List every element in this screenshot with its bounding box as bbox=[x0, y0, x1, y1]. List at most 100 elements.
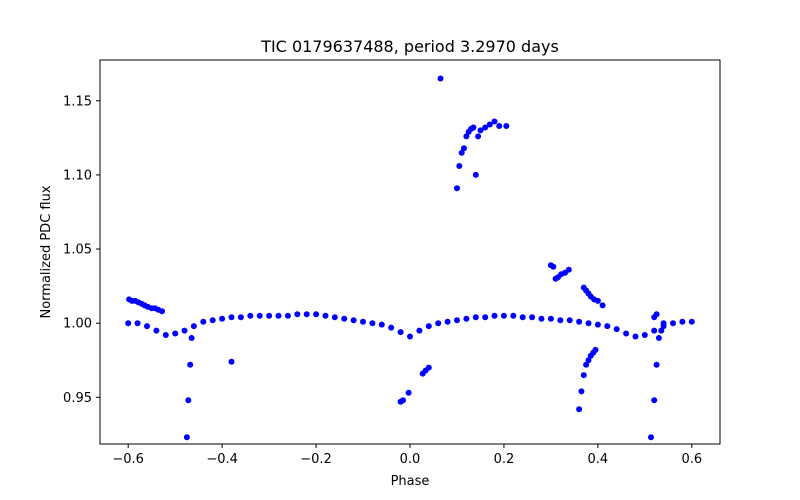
data-point bbox=[458, 149, 465, 156]
data-point bbox=[407, 333, 413, 340]
data-point bbox=[187, 361, 194, 368]
data-point bbox=[472, 314, 479, 321]
data-point bbox=[592, 346, 599, 353]
data-point bbox=[585, 357, 592, 364]
data-point bbox=[658, 327, 665, 334]
data-point bbox=[651, 327, 658, 334]
y-tick-label: 1.00 bbox=[63, 317, 92, 332]
y-axis-ticks: 0.95 1.00 1.05 1.10 1.15 bbox=[63, 94, 100, 406]
data-point bbox=[470, 124, 477, 131]
data-point bbox=[623, 330, 630, 337]
data-point bbox=[472, 171, 479, 178]
data-point bbox=[183, 434, 190, 441]
y-tick-label: 1.15 bbox=[63, 94, 92, 109]
x-tick-label: 0.6 bbox=[681, 452, 702, 467]
data-point bbox=[190, 323, 197, 330]
data-point bbox=[486, 121, 493, 128]
data-point bbox=[538, 315, 545, 322]
data-point bbox=[670, 320, 676, 327]
data-point bbox=[500, 312, 507, 319]
x-tick-label: 0.0 bbox=[400, 452, 421, 467]
data-point bbox=[350, 317, 357, 324]
data-point bbox=[185, 397, 192, 404]
data-point bbox=[444, 318, 451, 325]
data-point bbox=[651, 397, 658, 404]
data-point bbox=[397, 329, 404, 336]
data-point bbox=[583, 361, 590, 368]
data-point bbox=[679, 318, 686, 325]
data-point bbox=[456, 163, 463, 169]
data-point bbox=[172, 330, 179, 337]
data-point bbox=[228, 358, 235, 365]
data-point bbox=[477, 127, 484, 134]
data-point bbox=[594, 321, 601, 328]
x-axis-label: Phase bbox=[391, 474, 430, 489]
data-point bbox=[461, 145, 467, 152]
data-point bbox=[294, 311, 301, 318]
data-point bbox=[275, 312, 282, 319]
data-point bbox=[580, 372, 587, 379]
x-axis-ticks: −0.6 −0.4 −0.2 0.0 0.2 0.4 0.6 bbox=[112, 444, 702, 467]
data-point bbox=[331, 314, 338, 321]
data-point bbox=[550, 263, 557, 270]
data-point bbox=[482, 314, 489, 321]
data-point bbox=[519, 314, 526, 321]
data-point bbox=[144, 323, 150, 330]
data-point bbox=[688, 318, 695, 325]
data-point bbox=[660, 320, 667, 327]
x-tick-label: −0.6 bbox=[112, 452, 144, 467]
chart-title: TIC 0179637488, period 3.2970 days bbox=[260, 37, 559, 56]
x-tick-label: −0.2 bbox=[300, 452, 332, 467]
data-point bbox=[209, 317, 216, 324]
data-point bbox=[378, 321, 385, 328]
data-point bbox=[237, 314, 244, 321]
data-point bbox=[437, 75, 444, 82]
y-tick-label: 0.95 bbox=[63, 391, 92, 406]
data-point bbox=[219, 315, 226, 322]
data-point bbox=[360, 318, 366, 325]
data-point bbox=[578, 388, 585, 395]
data-point bbox=[655, 335, 662, 341]
x-tick-label: −0.4 bbox=[206, 452, 238, 467]
data-point bbox=[405, 389, 412, 396]
data-point bbox=[576, 406, 583, 413]
data-point bbox=[547, 315, 554, 322]
data-point bbox=[576, 318, 583, 325]
data-point bbox=[247, 312, 254, 319]
data-point bbox=[653, 361, 660, 368]
data-point bbox=[266, 312, 273, 319]
data-point bbox=[256, 312, 263, 319]
data-point bbox=[529, 314, 536, 321]
data-point bbox=[188, 335, 195, 341]
data-point bbox=[388, 324, 395, 331]
data-point bbox=[425, 323, 432, 330]
data-point bbox=[482, 124, 489, 131]
data-point bbox=[313, 311, 320, 318]
data-point bbox=[463, 133, 470, 140]
y-axis-label: Normalized PDC flux bbox=[39, 185, 54, 318]
data-point bbox=[604, 323, 611, 330]
data-point bbox=[594, 297, 601, 304]
data-point bbox=[162, 332, 169, 338]
data-point bbox=[435, 320, 442, 327]
data-point bbox=[416, 327, 423, 334]
data-point bbox=[503, 123, 510, 129]
data-point bbox=[557, 317, 564, 324]
data-point bbox=[284, 312, 291, 319]
x-tick-label: 0.2 bbox=[494, 452, 515, 467]
data-point bbox=[510, 312, 517, 319]
data-point bbox=[491, 312, 498, 319]
data-point bbox=[585, 320, 592, 327]
data-point bbox=[454, 317, 460, 324]
data-point bbox=[632, 333, 639, 340]
data-point bbox=[200, 318, 207, 325]
data-point bbox=[613, 326, 620, 333]
data-point bbox=[134, 320, 141, 327]
data-point bbox=[463, 315, 470, 322]
data-point bbox=[400, 397, 406, 404]
y-tick-label: 1.05 bbox=[63, 243, 92, 258]
data-point bbox=[566, 317, 573, 324]
data-point bbox=[496, 123, 503, 129]
